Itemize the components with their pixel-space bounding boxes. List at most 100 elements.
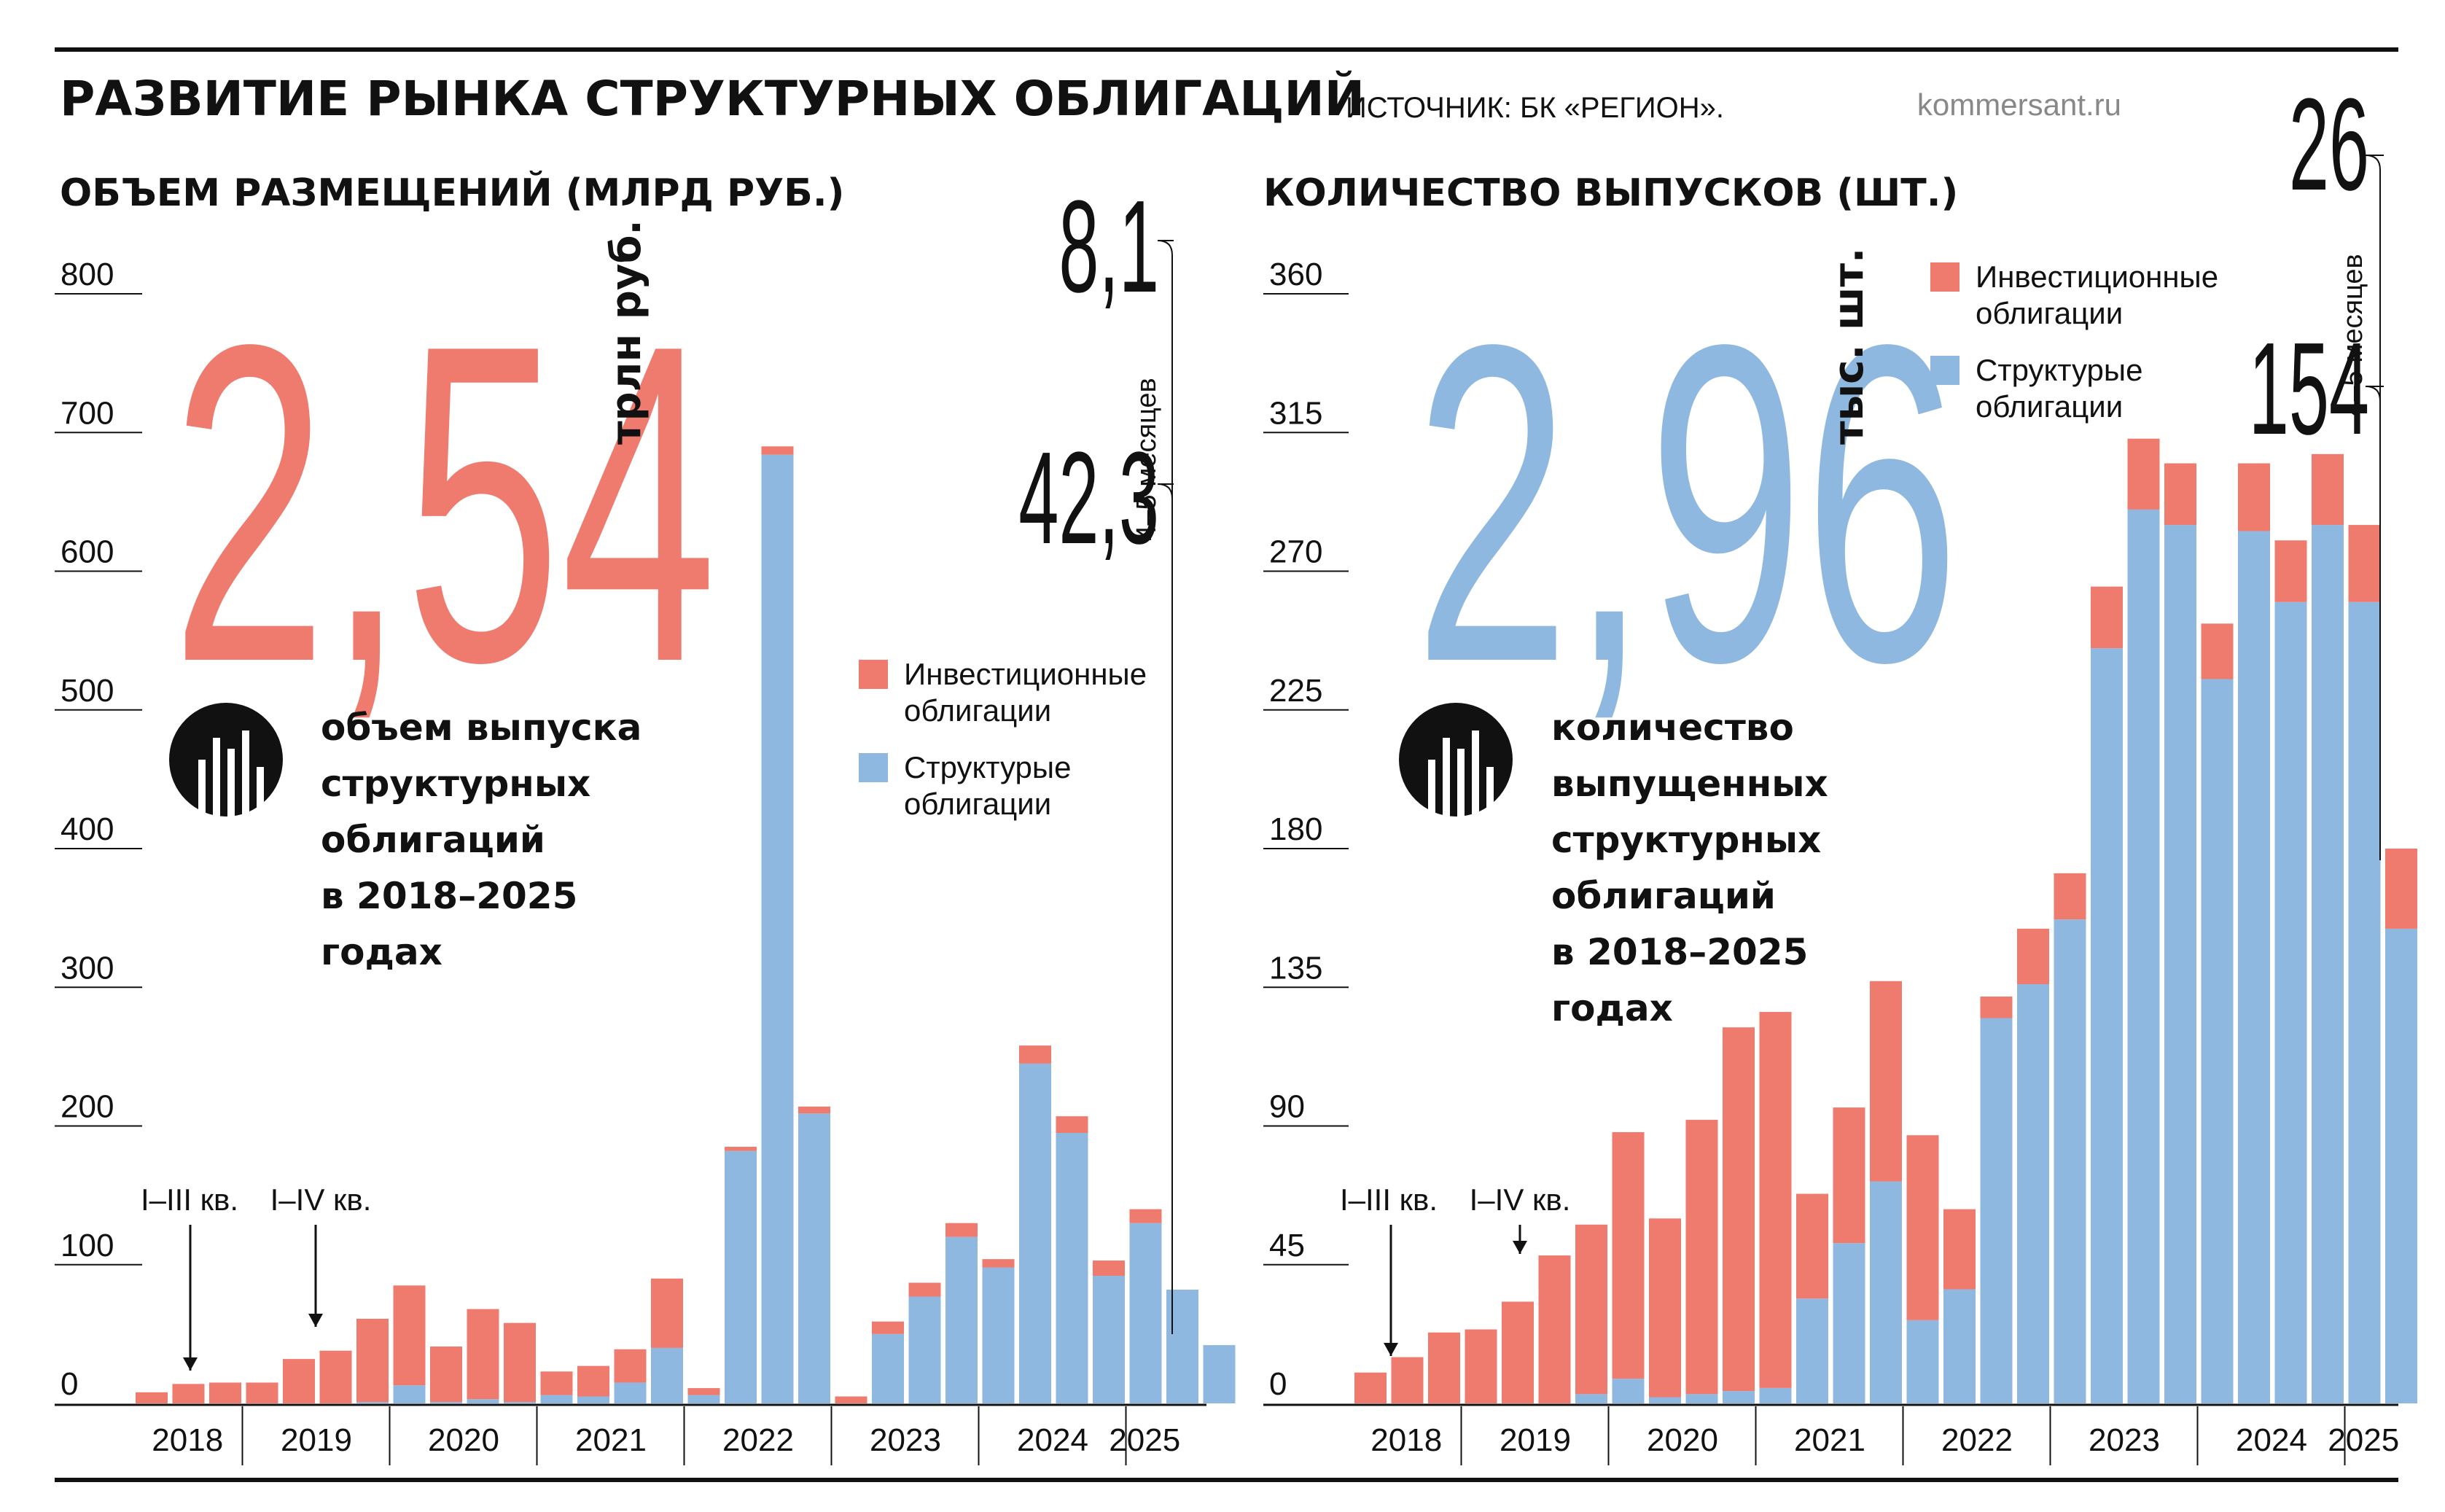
annotation-label: I–III кв. [141, 1182, 238, 1217]
bar-investment [430, 1346, 462, 1403]
x-year-label: 2023 [2089, 1422, 2160, 1458]
legend-label: облигации [904, 787, 1051, 821]
bar-investment [1759, 1012, 1792, 1388]
bar-investment [319, 1350, 352, 1403]
bar-structural [1833, 1243, 1865, 1403]
x-year-label: 2020 [1647, 1422, 1718, 1458]
bar-investment [2054, 873, 2086, 920]
bar-structural [1575, 1394, 1607, 1403]
y-tick-label: 315 [1269, 395, 1322, 431]
caption-line: годах [1551, 987, 1673, 1029]
bar-investment [2238, 463, 2270, 531]
site-label: kommersant.ru [1917, 87, 2121, 122]
icon-bar [1486, 767, 1494, 818]
bar-investment [1538, 1255, 1571, 1403]
bar-investment [2274, 540, 2307, 602]
bar-investment [356, 1318, 389, 1403]
bar-investment [1129, 1209, 1162, 1223]
bar-structural [1723, 1391, 1755, 1403]
bar-investment [504, 1322, 536, 1403]
bar-structural [2127, 509, 2160, 1403]
icon-bar [198, 760, 206, 818]
callout-bracket [1157, 240, 1174, 1334]
bar-investment [761, 446, 794, 455]
legend-swatch [1930, 356, 1959, 385]
x-year-label: 2019 [281, 1422, 352, 1458]
bar-investment [1833, 1107, 1865, 1244]
big-number: 2,54 [171, 252, 717, 756]
big-unit: трлн руб. [603, 219, 650, 445]
bar-structural [540, 1395, 573, 1403]
y-tick-label: 180 [1269, 811, 1322, 847]
arrow-head [1384, 1343, 1398, 1356]
x-year-label: 2018 [1370, 1422, 1442, 1458]
legend-swatch [859, 660, 888, 689]
chart-title: ОБЪЕМ РАЗМЕЩЕНИЙ (МЛРД РУБ.) [60, 171, 844, 215]
bar-investment [1796, 1193, 1828, 1299]
bar-investment [2312, 453, 2344, 526]
bar-investment [2091, 586, 2123, 649]
caption-line: выпущенных [1551, 763, 1828, 805]
bar-investment [2385, 849, 2417, 929]
x-year-label: 2022 [1941, 1422, 2013, 1458]
bar-investment [283, 1359, 315, 1403]
bar-investment [1019, 1045, 1051, 1064]
bar-investment [982, 1259, 1015, 1268]
bar-structural [872, 1333, 904, 1403]
big-number: 2,96 [1414, 252, 1959, 756]
bar-chart-circle-icon [1399, 703, 1513, 818]
annotation-label: I–III кв. [1340, 1182, 1438, 1217]
bar-structural [467, 1399, 499, 1403]
bar-investment [2164, 463, 2196, 526]
bar-investment [1354, 1372, 1387, 1403]
bar-structural [1612, 1379, 1645, 1403]
bar-structural [2312, 525, 2344, 1404]
x-year-label: 2018 [152, 1422, 223, 1458]
arrow-head [1513, 1241, 1527, 1254]
callout-top: 8,1 [1058, 172, 1159, 319]
caption-line: количество [1551, 706, 1794, 749]
caption-line: структурных [321, 763, 590, 805]
arrow-head [308, 1314, 323, 1327]
legend-swatch [859, 753, 888, 782]
bar-investment [1723, 1027, 1755, 1392]
icon-bar [213, 738, 220, 818]
bar-investment [1428, 1332, 1460, 1403]
icon-bar [257, 767, 264, 818]
bar-investment [393, 1285, 426, 1386]
callout-period: 4–5 месяцев [2338, 254, 2368, 416]
source-label: ИСТОЧНИК: БК «РЕГИОН». [1346, 92, 1724, 124]
legend-label: Структурые [904, 750, 1071, 784]
bar-structural [1759, 1387, 1792, 1403]
bar-structural [1906, 1320, 1939, 1403]
bar-structural [2054, 919, 2086, 1403]
bar-investment [1906, 1135, 1939, 1320]
legend-label: Инвестиционные [904, 657, 1147, 691]
page-title: РАЗВИТИЕ РЫНКА СТРУКТУРНЫХ ОБЛИГАЦИЙ [60, 70, 1365, 127]
bar-investment [1056, 1116, 1088, 1134]
legend-label: Инвестиционные [1976, 260, 2218, 294]
y-tick-label: 45 [1269, 1228, 1305, 1263]
bar-structural [798, 1113, 830, 1403]
icon-bar [1472, 730, 1479, 818]
annotation-label: I–IV кв. [1470, 1182, 1571, 1217]
caption-line: в 2018–2025 [1551, 931, 1808, 973]
y-tick-label: 600 [61, 534, 114, 570]
y-tick-label: 90 [1269, 1089, 1305, 1125]
icon-bar [1428, 760, 1435, 818]
bar-investment [467, 1309, 499, 1400]
bar-investment [1391, 1357, 1424, 1403]
bar-investment [872, 1321, 904, 1334]
bar-structural [2274, 601, 2307, 1403]
bar-investment [209, 1382, 241, 1403]
bar-structural [2091, 648, 2123, 1403]
bar-investment [835, 1396, 867, 1403]
bar-investment [246, 1382, 278, 1403]
icon-bar [1457, 749, 1465, 818]
bar-structural [577, 1396, 609, 1403]
bar-structural [1685, 1394, 1718, 1403]
x-year-label: 2023 [870, 1422, 941, 1458]
bar-structural [1056, 1133, 1088, 1403]
chart-volume: ОБЪЕМ РАЗМЕЩЕНИЙ (МЛРД РУБ.) 0 100 200 300 40… [55, 171, 1236, 1465]
x-year-label: 2019 [1500, 1422, 1571, 1458]
